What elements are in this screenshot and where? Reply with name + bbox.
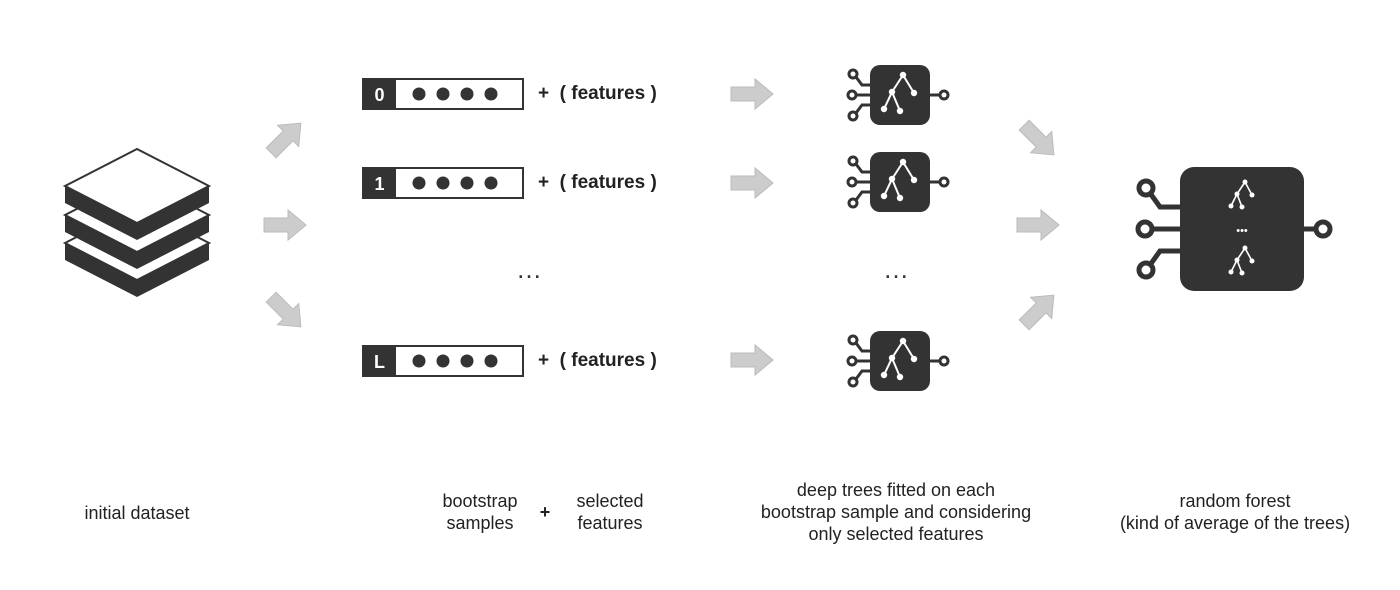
- sample-id: L: [374, 352, 385, 372]
- caption-trees-line1: deep trees fitted on each: [740, 479, 1052, 501]
- caption-initial-text: initial dataset: [84, 503, 189, 523]
- dataset-stack-icon: [65, 149, 209, 297]
- tree-chip-icon: [848, 331, 948, 391]
- trees-ellipsis: …: [883, 254, 909, 284]
- caption-forest: random forest (kind of average of the tr…: [1100, 490, 1370, 534]
- caption-trees: deep trees fitted on each bootstrap samp…: [740, 479, 1052, 545]
- features-label: + ( features ): [538, 350, 657, 372]
- samples-ellipsis: …: [516, 254, 542, 284]
- sample-id: 0: [374, 85, 384, 105]
- caption-trees-line3: only selected features: [740, 523, 1052, 545]
- tree-chip-icon: [848, 152, 948, 212]
- arrow-icon: [264, 210, 306, 240]
- arrow-icon: [1014, 285, 1065, 336]
- features-label: + ( features ): [538, 172, 657, 194]
- caption-selected-line1: selected: [555, 490, 665, 512]
- caption-forest-line2: (kind of average of the trees): [1100, 512, 1370, 534]
- arrow-icon: [731, 79, 773, 109]
- tree-chip-icon: [848, 65, 948, 125]
- caption-selected-line2: features: [555, 512, 665, 534]
- caption-selected: selected features: [555, 490, 665, 534]
- arrow-icon: [731, 168, 773, 198]
- caption-initial-dataset: initial dataset: [52, 502, 222, 524]
- forest-chip-icon: •••: [1138, 167, 1330, 291]
- arrow-icon: [1017, 210, 1059, 240]
- sample-bar-icon: 1: [363, 168, 523, 198]
- caption-bootstrap-line1: bootstrap: [420, 490, 540, 512]
- arrow-icon: [261, 113, 312, 164]
- arrow-icon: [1014, 115, 1065, 166]
- caption-bootstrap-line2: samples: [420, 512, 540, 534]
- sample-bar-icon: L: [363, 346, 523, 376]
- features-label: + ( features ): [538, 83, 657, 105]
- sample-bar-icon: 0: [363, 79, 523, 109]
- arrow-icon: [731, 345, 773, 375]
- forest-ellipsis: •••: [1236, 225, 1248, 237]
- sample-id: 1: [374, 174, 384, 194]
- arrow-icon: [261, 287, 312, 338]
- caption-trees-line2: bootstrap sample and considering: [740, 501, 1052, 523]
- caption-bootstrap: bootstrap samples: [420, 490, 540, 534]
- caption-forest-line1: random forest: [1100, 490, 1370, 512]
